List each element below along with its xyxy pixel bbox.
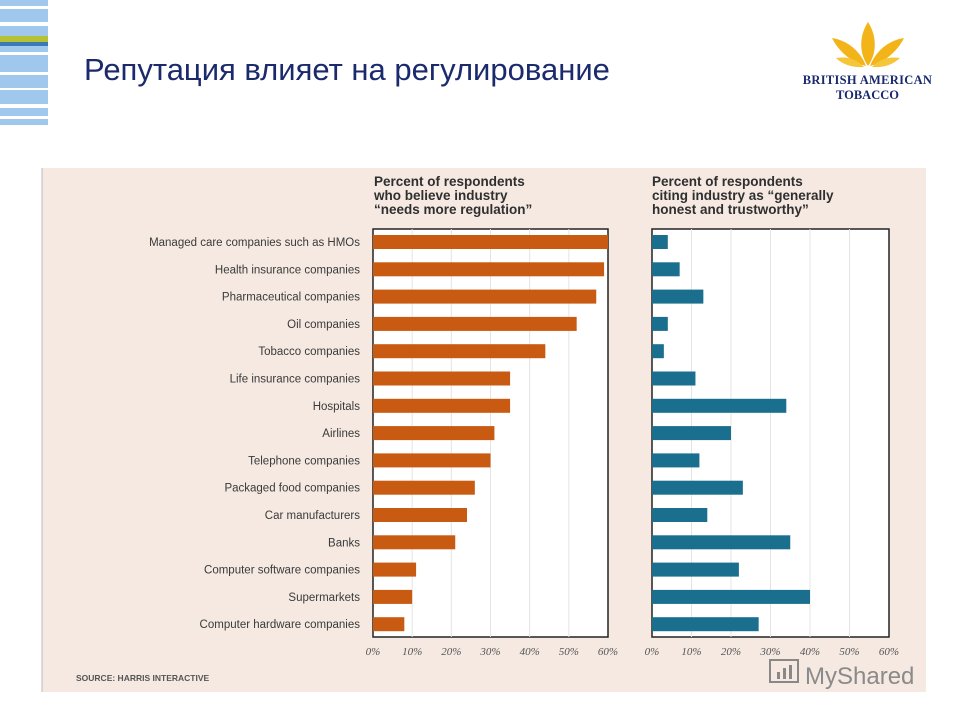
source-note: SOURCE: HARRIS INTERACTIVE bbox=[76, 673, 210, 683]
bar-trust bbox=[652, 535, 791, 550]
bar-trust bbox=[652, 371, 696, 386]
x-tick-label: 10% bbox=[402, 646, 422, 658]
bar-trust bbox=[652, 316, 668, 331]
bar-regulation bbox=[373, 371, 511, 386]
category-label: Packaged food companies bbox=[224, 483, 360, 495]
bar-trust bbox=[652, 589, 810, 604]
x-tick-label: 60% bbox=[598, 646, 618, 658]
bar-regulation bbox=[373, 235, 608, 249]
category-label: Oil companies bbox=[287, 319, 360, 331]
category-label: Life insurance companies bbox=[230, 374, 361, 386]
category-label: Car manufacturers bbox=[265, 510, 360, 522]
bar-regulation bbox=[373, 344, 546, 359]
logo-text-line1: British American bbox=[802, 73, 933, 87]
bat-logo: British American Tobacco bbox=[800, 22, 935, 103]
category-label: Computer hardware companies bbox=[200, 619, 361, 631]
category-label: Telephone companies bbox=[248, 455, 360, 467]
bar-regulation bbox=[373, 480, 475, 495]
category-label: Supermarkets bbox=[288, 592, 360, 604]
bar-regulation bbox=[373, 508, 467, 522]
bar-regulation bbox=[373, 262, 605, 277]
bar-trust bbox=[652, 398, 787, 413]
x-tick-label: 60% bbox=[879, 646, 899, 658]
bar-regulation bbox=[373, 562, 417, 577]
chart-title-line: Percent of respondents bbox=[652, 174, 803, 189]
bar-regulation bbox=[373, 589, 413, 604]
bar-regulation bbox=[373, 398, 511, 413]
bar-regulation bbox=[373, 453, 491, 468]
bar-regulation bbox=[373, 617, 405, 632]
bar-trust bbox=[652, 344, 664, 359]
category-label: Computer software companies bbox=[204, 565, 360, 577]
bar-regulation bbox=[373, 535, 456, 550]
tobacco-leaf-icon bbox=[831, 22, 904, 68]
x-tick-label: 50% bbox=[559, 646, 579, 658]
bar-regulation bbox=[373, 316, 577, 331]
x-tick-label: 20% bbox=[441, 646, 461, 658]
bar-trust bbox=[652, 453, 700, 468]
category-label: Health insurance companies bbox=[215, 264, 360, 276]
bar-trust bbox=[652, 562, 739, 577]
category-label: Pharmaceutical companies bbox=[222, 292, 360, 304]
bar-trust bbox=[652, 426, 731, 441]
chart-title-line: citing industry as “generally bbox=[652, 188, 834, 203]
category-label: Tobacco companies bbox=[258, 346, 360, 358]
category-label: Banks bbox=[328, 537, 360, 549]
bar-trust bbox=[652, 289, 704, 304]
bar-trust bbox=[652, 508, 708, 522]
bar-trust bbox=[652, 262, 680, 277]
x-tick-label: 0% bbox=[366, 646, 381, 658]
chart-title-line: who believe industry bbox=[373, 188, 508, 203]
x-tick-label: 20% bbox=[721, 646, 741, 658]
bar-trust bbox=[652, 480, 743, 495]
category-label: Hospitals bbox=[313, 401, 361, 413]
myshared-watermark: MyShared bbox=[769, 659, 914, 690]
bar-trust bbox=[652, 235, 668, 249]
bar-regulation bbox=[373, 289, 597, 304]
bar-trust bbox=[652, 617, 759, 632]
logo-text-line2: Tobacco bbox=[836, 88, 899, 102]
decorative-stripes bbox=[0, 0, 48, 125]
category-label: Airlines bbox=[322, 428, 360, 440]
x-tick-label: 10% bbox=[681, 646, 701, 658]
chart-title-line: honest and trustworthy” bbox=[652, 202, 809, 217]
x-tick-label: 0% bbox=[645, 646, 660, 658]
chart-title-line: “needs more regulation” bbox=[374, 202, 532, 217]
x-tick-label: 40% bbox=[800, 646, 820, 658]
x-tick-label: 50% bbox=[839, 646, 859, 658]
chart-title-line: Percent of respondents bbox=[374, 174, 525, 189]
category-label: Managed care companies such as HMOs bbox=[149, 237, 360, 249]
watermark-text: MyShared bbox=[805, 663, 914, 690]
bar-regulation bbox=[373, 426, 495, 441]
x-tick-label: 40% bbox=[520, 646, 540, 658]
x-tick-label: 30% bbox=[479, 646, 500, 658]
x-tick-label: 30% bbox=[759, 646, 780, 658]
slide-title: Репутация влияет на регулирование bbox=[84, 52, 610, 87]
